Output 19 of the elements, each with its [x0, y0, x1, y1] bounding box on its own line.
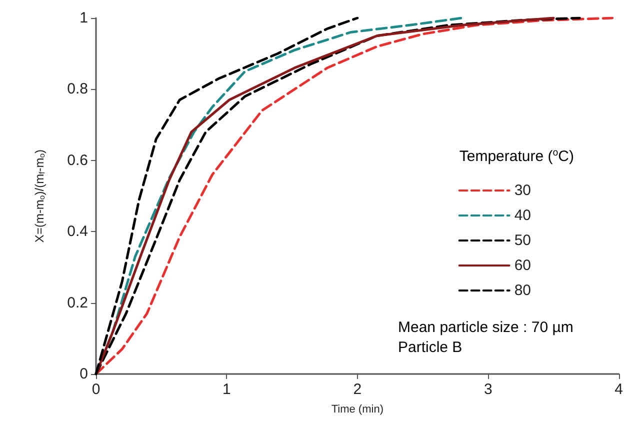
- y-tick-label: 0.4: [67, 223, 88, 240]
- x-tick-label: 0: [92, 381, 100, 398]
- y-tick-label: 0.6: [67, 152, 88, 169]
- x-tick-label: 4: [614, 381, 623, 398]
- y-tick-label: 0.2: [67, 294, 88, 312]
- legend-label: 50: [514, 232, 532, 249]
- legend-label: 30: [514, 182, 532, 199]
- x-tick-label: 2: [353, 381, 362, 398]
- x-tick-label: 3: [484, 381, 492, 398]
- annotation: Particle B: [398, 339, 462, 356]
- annotation: Mean particle size : 70 µm: [398, 319, 574, 336]
- x-tick-label: 1: [222, 381, 231, 398]
- legend-label: 80: [514, 282, 532, 299]
- legend-label: 60: [514, 257, 532, 274]
- legend-label: 40: [514, 207, 532, 224]
- y-tick-label: 1: [80, 10, 88, 26]
- y-tick-label: 0.8: [67, 80, 88, 98]
- x-axis-title: Time (min): [331, 404, 384, 416]
- y-tick-label: 0: [80, 366, 88, 382]
